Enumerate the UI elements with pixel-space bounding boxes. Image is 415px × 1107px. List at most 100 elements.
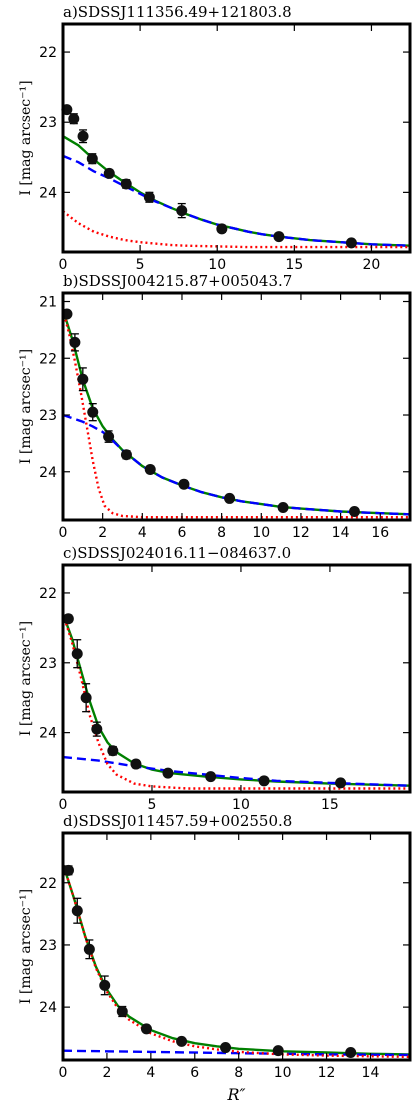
series-disk-line — [63, 413, 410, 516]
panel-title: d)SDSSJ011457.59+002550.8 — [63, 812, 292, 830]
series-disk-line — [63, 154, 410, 247]
data-point — [77, 373, 89, 385]
plot-frame — [61, 831, 412, 1062]
y-tick-label: 22 — [39, 45, 57, 61]
data-point — [107, 745, 119, 757]
plot-frame — [61, 563, 412, 794]
x-tick-label: 10 — [232, 797, 250, 813]
data-point — [62, 864, 74, 876]
data-point — [120, 449, 132, 461]
x-tick-label: 2 — [98, 525, 107, 541]
chart-panel-4: d)SDSSJ011457.59+002550.8 I [mag arcsec⁻¹… — [18, 812, 412, 1104]
x-tick-label: 6 — [178, 525, 187, 541]
plot-frame — [61, 22, 412, 254]
x-tick-label: 15 — [321, 797, 339, 813]
data-point — [86, 153, 98, 165]
x-tick-label: 10 — [274, 1065, 292, 1081]
data-point — [277, 502, 289, 514]
y-tick-label: 24 — [39, 726, 57, 742]
x-tick-label: 12 — [292, 525, 310, 541]
data-point — [103, 167, 115, 179]
y-tick-label: 21 — [39, 295, 57, 311]
x-tick-label: 0 — [59, 257, 68, 273]
y-tick-label: 22 — [39, 876, 57, 892]
data-point — [220, 1042, 232, 1054]
y-tick-label: 24 — [39, 465, 57, 481]
data-point — [71, 905, 83, 917]
data-point — [71, 648, 83, 660]
x-tick-label: 5 — [136, 257, 145, 273]
y-tick-label: 23 — [39, 408, 57, 424]
x-tick-label: 6 — [190, 1065, 199, 1081]
series-total-line — [63, 863, 410, 1056]
panel-title: a)SDSSJ111356.49+121803.8 — [63, 3, 292, 21]
chart-panel-3: c)SDSSJ024016.11−084637.0 I [mag arcsec⁻¹… — [18, 544, 412, 813]
data-point — [69, 336, 81, 348]
data-point — [176, 205, 188, 217]
panel-title: b)SDSSJ004215.87+005043.7 — [63, 272, 292, 290]
data-point — [140, 1023, 152, 1035]
x-tick-label: 2 — [102, 1065, 111, 1081]
data-point — [62, 613, 74, 625]
x-tick-label: 14 — [362, 1065, 380, 1081]
x-tick-label: 14 — [332, 525, 350, 541]
data-point — [273, 231, 285, 243]
series-bulge-line — [63, 863, 410, 1059]
y-tick-label: 23 — [39, 115, 57, 131]
x-tick-label: 10 — [208, 257, 226, 273]
data-point — [216, 223, 228, 235]
data-point — [205, 771, 217, 783]
y-axis-label: I [mag arcsec⁻¹] — [18, 889, 34, 1004]
data-point — [345, 1047, 357, 1059]
series-bulge-line — [63, 210, 410, 249]
data-point — [224, 492, 236, 504]
y-tick-label: 23 — [39, 656, 57, 672]
data-point — [103, 431, 115, 443]
y-tick-label: 24 — [39, 1000, 57, 1016]
data-point — [348, 505, 360, 517]
x-tick-label: 15 — [285, 257, 303, 273]
data-point — [144, 463, 156, 475]
x-tick-label: 20 — [363, 257, 381, 273]
y-tick-label: 22 — [39, 586, 57, 602]
data-point — [83, 943, 95, 955]
data-point — [68, 113, 80, 125]
x-tick-label: 4 — [138, 525, 147, 541]
data-point — [162, 767, 174, 779]
y-tick-label: 23 — [39, 938, 57, 954]
data-point — [99, 979, 111, 991]
data-point — [130, 758, 142, 770]
panel-title: c)SDSSJ024016.11−084637.0 — [63, 544, 291, 562]
x-tick-label: 0 — [59, 1065, 68, 1081]
x-tick-label: 8 — [217, 525, 226, 541]
x-tick-label: 0 — [59, 797, 68, 813]
chart-panel-1: a)SDSSJ111356.49+121803.8 I [mag arcsec⁻¹… — [18, 3, 412, 273]
series-disk-line — [63, 755, 410, 787]
series-bulge-line — [63, 309, 410, 519]
data-point — [87, 406, 99, 418]
x-tick-label: 4 — [146, 1065, 155, 1081]
x-axis-label: R″ — [226, 1085, 245, 1104]
data-point — [345, 237, 357, 249]
y-axis-label: I [mag arcsec⁻¹] — [18, 621, 34, 736]
series-total-line — [63, 613, 410, 787]
data-point — [178, 478, 190, 490]
x-tick-label: 12 — [318, 1065, 336, 1081]
data-point — [77, 130, 89, 142]
x-tick-label: 5 — [148, 797, 157, 813]
data-point — [258, 775, 270, 787]
data-point — [335, 777, 347, 789]
data-point — [176, 1035, 188, 1047]
x-tick-label: 0 — [59, 525, 68, 541]
x-tick-label: 16 — [371, 525, 389, 541]
data-point — [116, 1005, 128, 1017]
series-bulge-line — [63, 613, 410, 790]
data-point — [91, 723, 103, 735]
y-tick-label: 22 — [39, 351, 57, 367]
y-axis-label: I [mag arcsec⁻¹] — [18, 349, 34, 464]
x-tick-label: 10 — [252, 525, 270, 541]
y-axis-label: I [mag arcsec⁻¹] — [18, 80, 34, 195]
series-total-line — [63, 309, 410, 516]
y-tick-label: 24 — [39, 185, 57, 201]
